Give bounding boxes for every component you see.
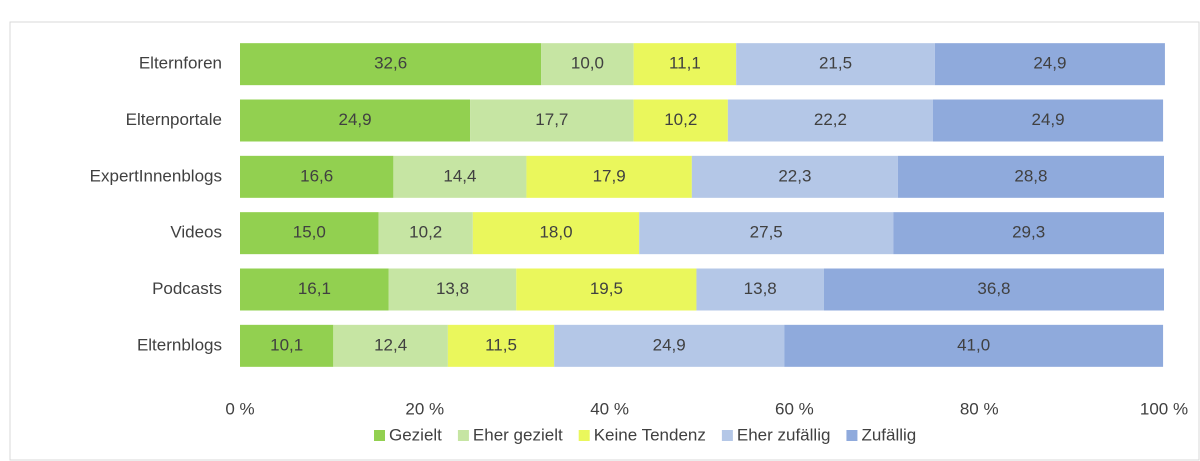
bar-segment [727,99,933,142]
data-label: 16,1 [298,279,331,298]
y-tick-label: Elternportale [126,110,222,129]
bar-segment [633,43,737,86]
bar-segment [470,99,634,142]
bar-segment [897,155,1164,198]
legend-swatch [846,430,858,441]
bar-segment [516,268,697,311]
data-label: 11,5 [485,335,517,354]
data-label: 27,5 [750,223,783,242]
x-tick-label: 40 % [590,399,629,418]
data-label: 11,1 [669,54,701,73]
x-tick-label: 20 % [405,399,444,418]
data-label: 21,5 [819,54,852,73]
data-label: 10,2 [409,223,442,242]
data-label: 17,9 [593,166,626,185]
legend-swatch [374,430,385,441]
y-tick-label: Videos [170,223,222,242]
chart-frame [9,21,1200,461]
data-label: 24,9 [338,110,371,129]
x-tick-label: 0 % [225,399,254,418]
data-label: 24,9 [1031,110,1064,129]
data-label: 41,0 [957,335,990,354]
bar-segment [240,268,389,311]
legend-label: Eher gezielt [473,425,563,444]
bar-segment [893,212,1164,255]
bar-segment [639,212,894,255]
bar-segment [633,99,728,142]
bar-segment [736,43,935,86]
bar-segment [823,268,1164,311]
data-label: 16,6 [300,166,333,185]
bar-segment [934,43,1165,86]
legend-label: Keine Tendenz [594,425,706,444]
bar-segment [240,155,394,198]
data-label: 13,8 [436,279,469,298]
data-label: 24,9 [653,335,686,354]
data-label: 29,3 [1012,223,1045,242]
bar-segment [541,43,634,86]
data-label: 10,1 [270,335,303,354]
x-tick-label: 60 % [775,399,814,418]
legend-swatch [578,430,590,441]
data-label: 19,5 [590,279,623,298]
bar-segment [378,212,473,255]
bar-segment [388,268,517,311]
bar-segment [472,212,640,255]
bar-segment [526,155,692,198]
y-tick-label: ExpertInnenblogs [90,166,222,185]
data-label: 14,4 [443,166,476,185]
bar-segment [393,155,527,198]
bar-segment [784,324,1164,367]
data-label: 12,4 [374,335,407,354]
bar-segment [447,324,555,367]
legend-label: Gezielt [389,425,442,444]
legend-swatch [721,430,733,441]
bar-segment [333,324,448,367]
bar-segment [696,268,824,311]
bar-segment [933,99,1164,142]
data-label: 10,0 [571,54,604,73]
x-tick-label: 100 % [1140,399,1188,418]
bar-segment [240,212,379,255]
bar-segment [691,155,898,198]
bar-segment [554,324,785,367]
bar-segment [240,99,471,142]
legend-label: Zufällig [861,425,916,444]
legend-swatch [457,430,469,441]
x-tick-label: 80 % [960,399,999,418]
y-tick-label: Podcasts [152,279,222,298]
data-label: 15,0 [293,223,326,242]
data-label: 13,8 [744,279,777,298]
data-label: 18,0 [539,223,572,242]
data-label: 36,8 [977,279,1010,298]
y-tick-label: Elternforen [139,54,222,73]
bar-segment [240,324,334,367]
data-label: 24,9 [1033,54,1066,73]
data-label: 32,6 [374,54,407,73]
data-label: 22,3 [778,166,811,185]
data-label: 17,7 [535,110,568,129]
data-label: 10,2 [664,110,697,129]
bar-segment [240,43,542,86]
y-tick-label: Elternblogs [137,335,222,354]
data-label: 22,2 [814,110,847,129]
legend-label: Eher zufällig [737,425,831,444]
data-label: 28,8 [1014,166,1047,185]
